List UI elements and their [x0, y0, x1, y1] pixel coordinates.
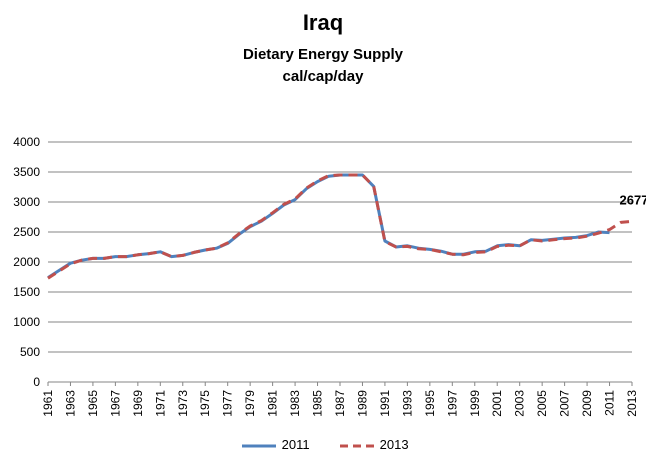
x-tick-label: 1995: [423, 390, 437, 417]
x-tick-label: 1997: [445, 390, 459, 417]
legend: 2011 2013: [0, 437, 646, 457]
y-tick-label: 1500: [13, 285, 40, 299]
x-tick-label: 1969: [131, 390, 145, 417]
x-tick-label: 2001: [490, 390, 504, 417]
x-tick-label: 1981: [266, 390, 280, 417]
x-tick-label: 1983: [288, 390, 302, 417]
x-tick-label: 2007: [558, 390, 572, 417]
x-tick-label: 1991: [378, 390, 392, 417]
legend-label-2011: 2011: [281, 437, 310, 452]
y-tick-label: 0: [33, 375, 40, 389]
x-tick-label: 1973: [176, 390, 190, 417]
legend-label-2013: 2013: [379, 437, 409, 452]
legend-swatch-2013: [340, 444, 374, 448]
annotations: 2677: [620, 192, 646, 207]
y-tick-label: 500: [20, 345, 40, 359]
series-group: [47, 173, 633, 280]
data-label: 2677: [620, 192, 646, 207]
x-tick-label: 1999: [468, 390, 482, 417]
x-tick-label: 2013: [625, 390, 639, 417]
chart-subtitle-1: Dietary Energy Supply: [242, 46, 404, 63]
x-tick-label: 1961: [41, 390, 55, 417]
x-tick-label: 2003: [513, 390, 527, 417]
y-tick-label: 3000: [13, 195, 40, 209]
chart-subtitle-2: cal/cap/day: [282, 68, 364, 85]
y-tick-label: 1000: [13, 315, 40, 329]
x-tick-label: 1977: [221, 390, 235, 417]
x-tick-label: 1985: [311, 390, 325, 417]
x-tick-label: 1975: [198, 390, 212, 417]
x-tick-label: 1979: [243, 390, 257, 417]
legend-item-2013: 2013: [338, 437, 409, 454]
legend-item-2011: 2011: [240, 437, 310, 454]
x-tick-label: 1989: [355, 390, 369, 417]
y-tick-label: 4000: [13, 135, 40, 149]
x-tick-label: 1963: [63, 390, 77, 417]
series-line-2013: [47, 173, 633, 280]
x-tick-label: 2005: [535, 390, 549, 417]
x-tick-label: 1965: [86, 390, 100, 417]
legend-swatch-2011: [242, 444, 276, 448]
chart-title: Iraq: [302, 10, 344, 35]
y-axis-ticks: 0 500 1000 1500 2000 2500 3000 3500 4000: [13, 135, 40, 389]
x-tick-label: 2009: [580, 390, 594, 417]
x-tick-label: 2011: [603, 390, 617, 416]
y-tick-label: 2500: [13, 225, 40, 239]
x-axis-ticks: 1961 1963 1965 1967 1969 1971 1973 1975 1977 1979…: [41, 382, 639, 417]
x-tick-label: 1967: [108, 390, 122, 417]
x-tick-label: 1993: [400, 390, 414, 417]
x-tick-label: 1971: [153, 390, 167, 417]
x-tick-label: 1987: [333, 390, 347, 417]
y-tick-label: 3500: [13, 165, 40, 179]
y-tick-label: 2000: [13, 255, 40, 269]
gridlines: [48, 141, 632, 383]
